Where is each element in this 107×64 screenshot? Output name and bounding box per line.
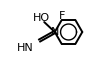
Text: F: F xyxy=(58,11,65,21)
Text: N: N xyxy=(51,27,59,37)
Text: HO: HO xyxy=(33,13,50,23)
Text: HN: HN xyxy=(17,43,34,53)
